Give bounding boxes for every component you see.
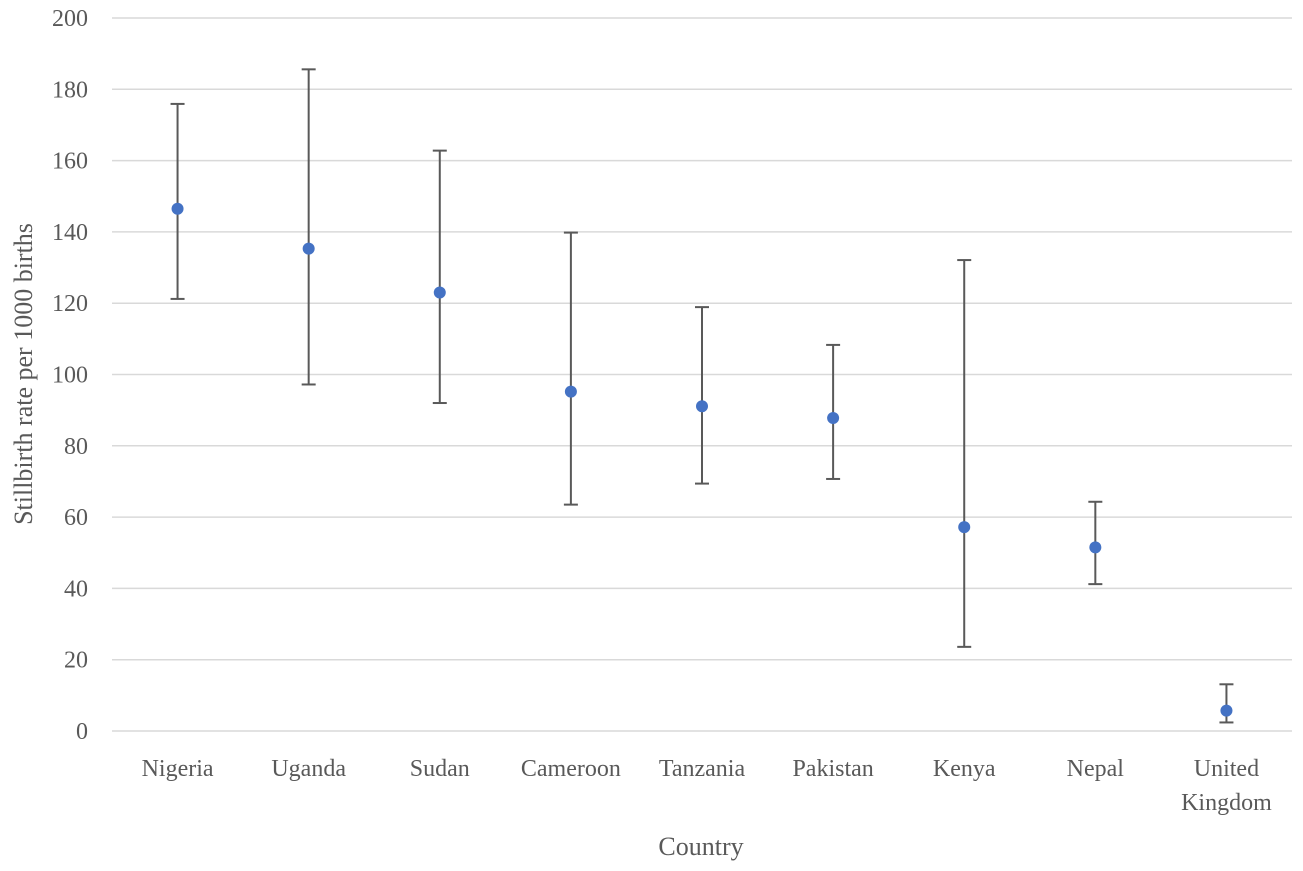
data-point [171, 202, 184, 215]
y-tick-label: 200 [52, 6, 88, 32]
data-point [696, 400, 708, 413]
y-tick-label: 180 [52, 77, 88, 103]
y-tick-label: 120 [52, 291, 88, 317]
x-axis-title: Country [658, 832, 743, 861]
y-tick-label: 20 [64, 648, 88, 674]
x-axis-ticks: Nigeria Uganda Sudan Cameroon Tanzania Pakist… [142, 756, 1273, 816]
error-bars [170, 68, 1234, 724]
x-tick-label: Uganda [271, 756, 346, 782]
data-point [1089, 541, 1102, 554]
y-tick-label: 80 [64, 434, 88, 460]
x-tick-label: Tanzania [659, 756, 746, 782]
y-tick-label: 0 [76, 719, 88, 745]
data-point [958, 521, 971, 534]
x-tick-label: Sudan [410, 756, 470, 782]
data-point [302, 242, 315, 255]
x-tick-label: United Kingdom [1181, 756, 1272, 816]
y-tick-label: 100 [52, 363, 88, 389]
data-point [1220, 704, 1233, 717]
data-points [171, 202, 1233, 717]
data-point [827, 411, 840, 424]
y-axis-ticks: 0 20 40 60 80 100 120 140 160 180 200 [52, 6, 88, 745]
data-point [564, 385, 577, 398]
x-tick-label: Kenya [933, 756, 996, 782]
x-tick-label: Nepal [1067, 756, 1125, 782]
y-tick-label: 40 [64, 576, 88, 602]
x-tick-label: Pakistan [792, 756, 873, 782]
y-tick-label: 160 [52, 149, 88, 175]
data-point [433, 286, 446, 299]
y-tick-label: 60 [64, 505, 88, 531]
y-axis-title: Stillbirth rate per 1000 births [9, 223, 38, 525]
x-tick-label: Cameroon [521, 756, 621, 782]
y-tick-label: 140 [52, 220, 88, 246]
x-tick-label: Nigeria [142, 756, 214, 782]
